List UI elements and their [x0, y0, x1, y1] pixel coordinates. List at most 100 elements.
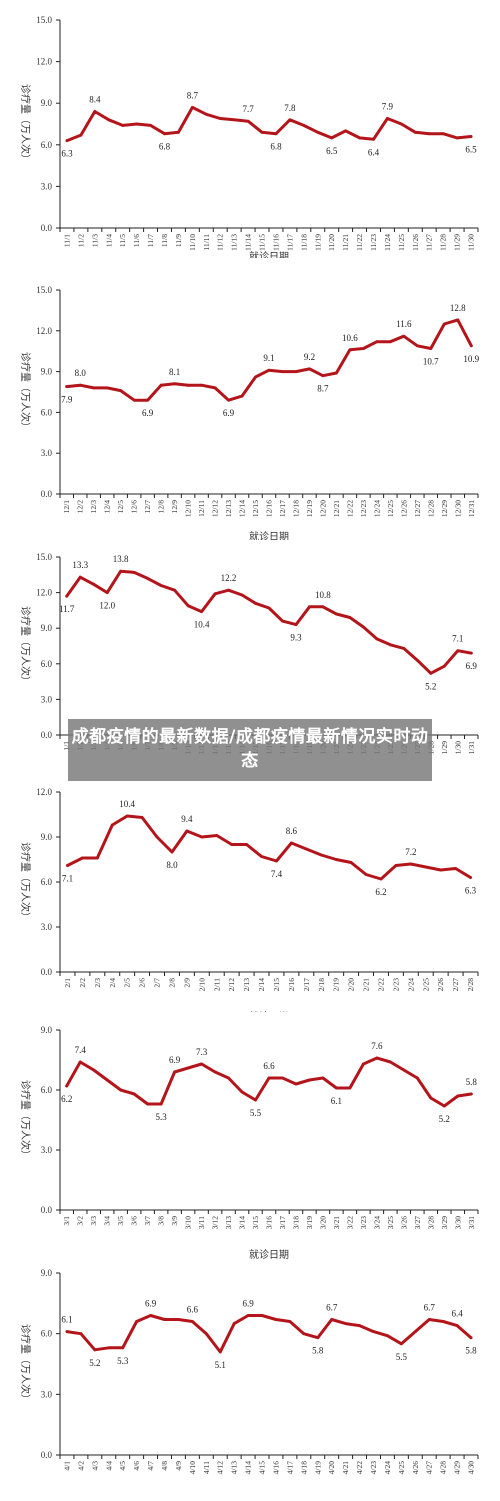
- chart-svg-march: 0.0 3.0 6.0 9.0 3/1 3/2 3/3 3/4 3/5 3/6 3/7 3/8 3/9 3…: [19, 1025, 479, 1260]
- chart-svg-november: 0.0 3.0 6.0 9.0 12.0 15.0 11/1 11/2 11/3 11/4 11/5…: [19, 15, 479, 258]
- data-label: 5.8: [465, 1346, 477, 1356]
- x-tick-label: 11/26: [411, 234, 420, 251]
- data-point: [388, 643, 392, 647]
- data-point: [294, 1082, 298, 1086]
- data-point: [200, 383, 203, 387]
- x-tick-label: 3/2: [76, 1216, 85, 1226]
- data-point: [335, 1086, 338, 1090]
- x-tick-label: 11/22: [355, 234, 364, 251]
- x-tick-label: 2/8: [167, 978, 176, 988]
- data-point: [361, 347, 365, 350]
- data-label: 7.1: [452, 634, 463, 644]
- data-point: [92, 582, 96, 586]
- data-label: 5.5: [250, 1108, 262, 1118]
- data-point: [399, 1342, 403, 1346]
- x-tick-label: 3/8: [157, 1216, 166, 1226]
- x-tick-label: 2/3: [93, 978, 102, 988]
- data-point: [334, 858, 338, 861]
- data-point: [65, 594, 69, 598]
- x-tick-label: 3/21: [332, 1216, 341, 1230]
- data-label: 10.6: [342, 333, 358, 343]
- data-label: 12.8: [450, 303, 466, 313]
- y-axis-title: 诊疗量（万人次）: [19, 606, 32, 686]
- data-label: 6.5: [465, 144, 477, 154]
- data-label: 6.8: [159, 142, 171, 152]
- data-point: [246, 119, 250, 123]
- data-label: 6.7: [424, 1303, 436, 1313]
- y-tick-label: 3.0: [41, 181, 53, 191]
- data-label: 8.0: [75, 368, 87, 378]
- data-point: [95, 856, 99, 860]
- x-tick-label: 4/14: [244, 1461, 253, 1475]
- data-point: [78, 383, 82, 387]
- x-tick-label: 11/1: [62, 234, 71, 247]
- y-tick-label: 3.0: [41, 694, 53, 704]
- data-label: 5.3: [117, 1356, 129, 1366]
- x-tick-label: 4/22: [355, 1461, 364, 1475]
- x-tick-label: 12/3: [89, 500, 98, 514]
- data-point: [409, 862, 413, 866]
- x-tick-label: 2/21: [362, 978, 371, 992]
- data-point: [218, 117, 222, 120]
- data-point: [132, 398, 136, 402]
- data-point: [227, 588, 230, 592]
- x-tick-label: 11/13: [230, 234, 239, 251]
- data-point: [469, 135, 473, 138]
- y-tick-label: 15.0: [36, 15, 52, 25]
- data-point: [200, 1062, 203, 1066]
- y-tick-label: 0.0: [41, 223, 53, 233]
- data-label: 8.6: [286, 826, 298, 836]
- x-axis-title: 就诊日期: [249, 530, 289, 540]
- data-point: [281, 619, 284, 623]
- data-point: [358, 136, 361, 140]
- x-tick-label: 12/15: [251, 500, 260, 517]
- x-tick-label: 12/14: [238, 500, 247, 517]
- data-point: [364, 873, 368, 876]
- data-point: [316, 130, 320, 134]
- x-tick-label: 2/12: [227, 978, 236, 992]
- x-tick-label: 12/28: [426, 500, 435, 517]
- x-tick-label: 4/19: [313, 1461, 322, 1475]
- x-tick-label: 12/19: [305, 500, 314, 517]
- data-point: [163, 132, 166, 136]
- data-point: [456, 649, 460, 653]
- x-tick-label: 12/12: [211, 500, 220, 517]
- x-tick-label: 3/14: [238, 1216, 247, 1230]
- x-tick-label: 4/20: [327, 1461, 336, 1475]
- data-point: [149, 123, 152, 127]
- x-tick-label: 4/7: [146, 1461, 155, 1471]
- x-tick-label: 3/10: [184, 1216, 193, 1230]
- data-point: [427, 132, 431, 136]
- y-tick-label: 3.0: [41, 448, 53, 458]
- data-point: [441, 1320, 445, 1323]
- data-point: [170, 850, 174, 854]
- data-point: [308, 605, 311, 609]
- data-point: [92, 386, 96, 390]
- data-point: [190, 1320, 194, 1323]
- data-label: 9.2: [304, 352, 315, 362]
- data-point: [254, 601, 257, 605]
- x-tick-label: 12/9: [170, 500, 179, 514]
- data-point: [185, 829, 189, 833]
- data-point: [335, 371, 338, 375]
- data-point: [402, 1068, 406, 1072]
- x-tick-label: 1/1: [62, 741, 71, 751]
- data-point: [415, 1076, 419, 1080]
- x-tick-label: 3/3: [89, 1216, 98, 1226]
- data-label: 5.1: [215, 1360, 226, 1370]
- data-point: [132, 571, 136, 574]
- x-axis-title: 就诊日期: [249, 1010, 289, 1012]
- data-point: [186, 604, 190, 608]
- data-point: [135, 122, 139, 126]
- data-label: 5.8: [466, 1077, 478, 1087]
- data-point: [146, 576, 150, 580]
- data-label: 12.2: [221, 573, 237, 583]
- x-axis-title: 就诊日期: [249, 250, 289, 258]
- x-tick-label: 11/6: [132, 234, 141, 247]
- data-label: 6.2: [61, 1094, 72, 1104]
- x-tick-label: 12/20: [318, 500, 327, 517]
- x-tick-label: 4/18: [299, 1461, 308, 1475]
- data-point: [294, 370, 298, 373]
- data-point: [146, 1102, 150, 1106]
- x-tick-label: 11/7: [146, 234, 155, 247]
